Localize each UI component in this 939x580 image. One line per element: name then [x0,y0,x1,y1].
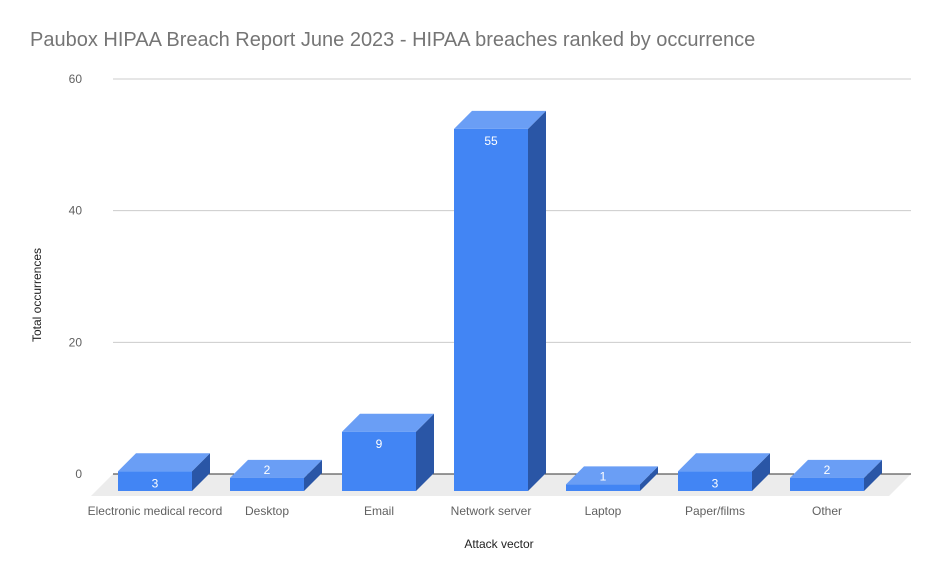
bar-value-label: 9 [376,437,383,451]
bar-side [192,453,210,491]
bar-front [342,431,416,491]
bar: 2 [230,459,322,491]
bar-front [790,477,864,491]
bar-value-label: 1 [600,469,607,483]
bar-side [528,110,546,492]
bar: 2 [790,459,882,491]
x-axis-title: Attack vector [464,537,533,551]
bar-value-label: 2 [264,463,271,477]
x-tick-label: Paper/films [685,504,745,518]
x-tick-label: Electronic medical record [88,504,223,518]
y-axis-title: Total occurrences [30,248,44,342]
bar: 55 [454,110,546,492]
bar-front [230,477,304,491]
bar-value-label: 2 [824,463,831,477]
y-tick-label: 20 [69,335,83,349]
bar-top [566,466,658,485]
bar-side [304,459,322,491]
bar-side [864,459,882,491]
bar-value-label: 3 [152,476,159,490]
y-tick-label: 0 [75,467,82,481]
bar-value-label: 55 [484,134,498,148]
x-tick-label: Laptop [585,504,622,518]
bar-top [454,110,546,129]
bar-front [454,128,528,491]
bar: 9 [342,413,434,491]
y-tick-label: 40 [69,204,83,218]
bar: 3 [118,453,210,491]
bar: 3 [678,453,770,491]
bar-value-label: 3 [712,476,719,490]
x-tick-label: Network server [451,504,532,518]
bar-front [566,484,640,491]
y-tick-label: 60 [69,72,83,86]
bar-side [640,466,658,491]
bar-front [678,471,752,491]
x-tick-label: Email [364,504,394,518]
bar-top [790,459,882,478]
bar-top [342,413,434,432]
bar: 1 [566,466,658,491]
x-tick-label: Other [812,504,842,518]
bar-top [118,453,210,472]
bar-side [752,453,770,491]
bar-top [678,453,770,472]
bar-front [118,471,192,491]
x-tick-label: Desktop [245,504,289,518]
chart-title: Paubox HIPAA Breach Report June 2023 - H… [30,29,756,51]
bar-top [230,459,322,478]
bar-side [416,413,434,491]
x-axis-labels: Electronic medical record Desktop Email Net… [88,504,842,518]
